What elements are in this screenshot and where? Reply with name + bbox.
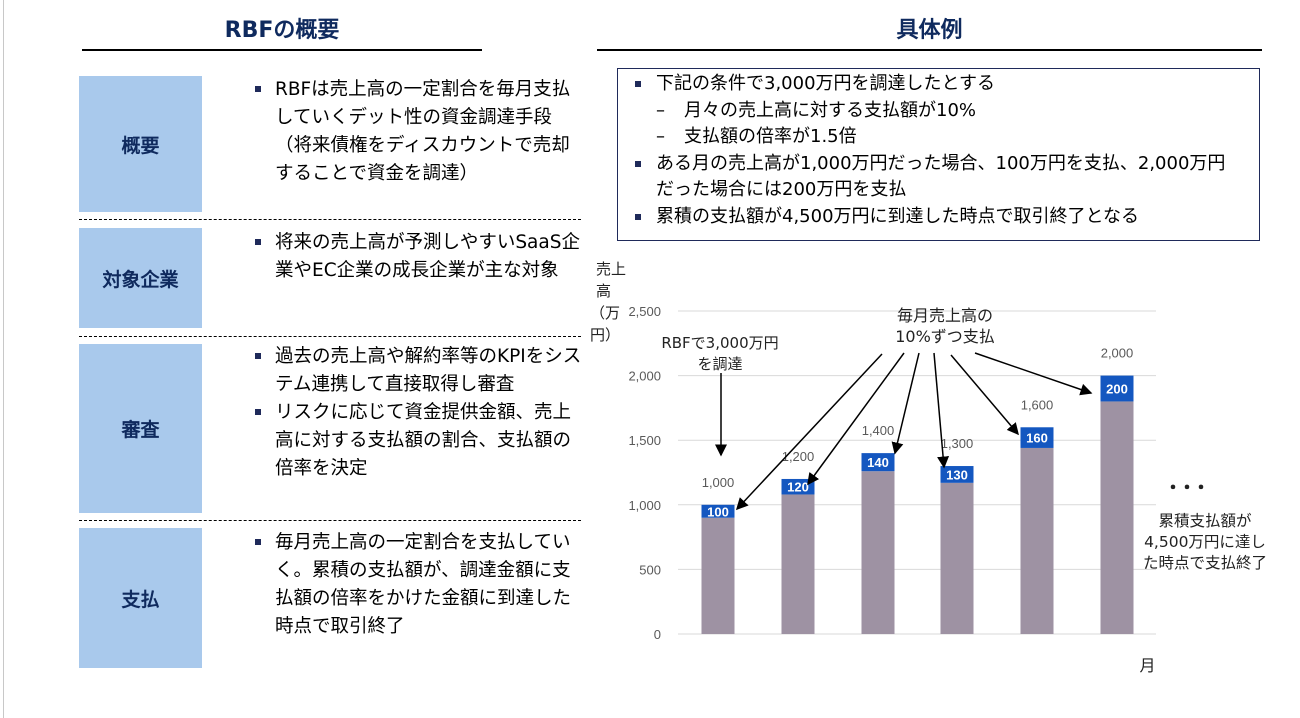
divider [79,336,581,337]
total-label: 1,000 [702,475,735,490]
payment-label: 140 [867,455,889,470]
total-label: 1,300 [941,436,974,451]
page-edge [3,0,4,718]
arrow [735,353,883,511]
bar-payment [1100,375,1134,402]
bar-base [1100,401,1134,634]
annotation-line: た時点で支払終了 [1142,554,1267,572]
condition-sub: 月々の売上高に対する支払額が10% [618,98,1259,125]
bar-base [781,494,815,634]
payment-annotation: 毎月売上高の 10%ずつ支払 [865,305,1025,347]
y-tick-label: 2,000 [628,369,661,384]
right-title: 具体例 [896,18,963,43]
divider [79,520,581,521]
bar-base [701,517,735,634]
bullet: 過去の売上高や解約率等のKPIをシステム連携して直接取得し審査 [250,343,585,399]
payment-label: 120 [787,480,809,495]
bar-payment [781,478,815,495]
condition-bullet: ある月の売上高が1,000万円だった場合、100万円を支払、2,000万円だった… [618,151,1259,204]
payment-label: 200 [1106,382,1128,397]
bullet: リスクに応じて資金提供金額、売上高に対する支払額の割合、支払額の倍率を決定 [250,399,585,483]
row-desc-payment: 毎月売上高の一定割合を支払していく。累積の支払額が、調達金額に支払額の倍率をかけ… [250,529,585,641]
bar-payment [1020,427,1054,448]
left-title-rule [82,49,482,51]
annotation-line: 累積支払額が [1158,512,1252,530]
condition-bullet: 累積の支払額が4,500万円に到達した時点で取引終了となる [618,204,1259,231]
y-tick-label: 500 [639,562,661,577]
x-axis-title: 月 [1139,656,1156,675]
bar-payment [940,466,974,483]
y-tick-label: 0 [654,627,661,642]
bar-base [861,471,895,634]
bar-payment [861,453,895,472]
divider [79,219,581,220]
raise-annotation: RBFで3,000万円 を調達 [645,333,795,375]
condition-sub: 支払額の倍率が1.5倍 [618,124,1259,151]
ellipsis: ・・・ [1164,478,1210,499]
y-axis-title-line: 売上高 [596,260,627,300]
arrow [933,352,950,469]
total-label: 1,600 [1021,397,1054,412]
row-label-overview: 概要 [79,76,202,212]
row-desc-overview: RBFは売上高の一定割合を毎月支払していくデット性の資金調達手段（将来債権をディ… [250,76,585,188]
y-tick-label: 2,500 [628,304,661,319]
payment-label: 130 [946,467,968,482]
y-axis-title: 売上高 （万円） [590,258,636,346]
y-tick-label: 1,500 [628,433,661,448]
end-annotation: 累積支払額が 4,500万円に達し た時点で支払終了 [1130,511,1280,574]
arrow [950,354,1019,436]
arrow [891,352,920,455]
bar-base [1020,447,1054,634]
row-label-review: 審査 [79,344,202,513]
total-label: 1,400 [862,423,895,438]
y-tick-label: 1,000 [628,498,661,513]
payment-label: 160 [1026,431,1048,446]
y-axis-title-line: （万円） [590,304,621,344]
condition-bullet: 下記の条件で3,000万円を調達したとする [618,71,1259,98]
annotation-line: 10%ずつ支払 [895,327,995,346]
total-label: 2,000 [1101,346,1134,361]
bar-payment [701,504,735,518]
bullet: 毎月売上高の一定割合を支払していく。累積の支払額が、調達金額に支払額の倍率をかけ… [250,529,585,641]
right-title-rule [597,49,1262,51]
arrow [807,352,905,486]
annotation-line: 毎月売上高の [896,306,993,325]
payment-label: 100 [707,504,729,519]
row-desc-review: 過去の売上高や解約率等のKPIをシステム連携して直接取得し審査 リスクに応じて資… [250,343,585,483]
arrow [974,352,1093,396]
row-label-payment: 支払 [79,528,202,668]
bullet: 将来の売上高が予測しやすいSaaS企業やEC企業の成長企業が主な対象 [250,229,585,285]
row-label-target: 対象企業 [79,228,202,328]
bar-base [940,482,974,634]
bullet: RBFは売上高の一定割合を毎月支払していくデット性の資金調達手段（将来債権をディ… [250,76,585,188]
conditions-box: 下記の条件で3,000万円を調達したとする 月々の売上高に対する支払額が10% … [617,68,1260,241]
row-desc-target: 将来の売上高が予測しやすいSaaS企業やEC企業の成長企業が主な対象 [250,229,585,285]
annotation-line: RBFで3,000万円 [661,334,779,352]
left-title: RBFの概要 [224,18,340,43]
annotation-line: 4,500万円に達し [1144,533,1266,551]
annotation-line: を調達 [697,355,743,373]
